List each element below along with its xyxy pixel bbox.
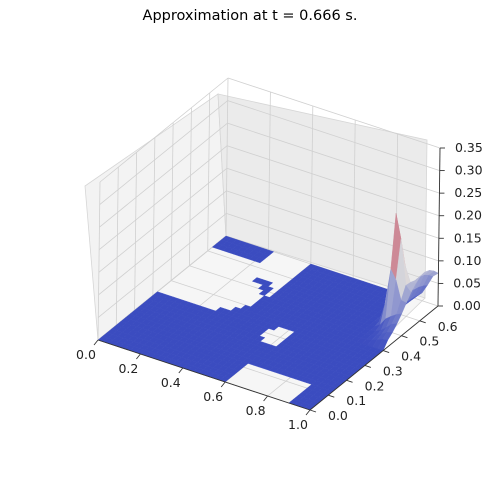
grid-line: [99, 100, 228, 205]
grid-line: [226, 167, 439, 239]
grid-line: [227, 100, 440, 171]
x-tick-label-mark: [305, 409, 311, 416]
y-tick-label: 0.3: [383, 363, 403, 378]
grid-line: [352, 119, 356, 279]
grid-line: [99, 122, 228, 228]
grid-line: [134, 152, 137, 311]
x-tick-label-mark: [263, 395, 268, 402]
grid-line: [152, 137, 156, 296]
grid-line: [170, 122, 174, 281]
y-axis-line: [309, 305, 439, 411]
x-tick-label-mark: [220, 381, 226, 388]
x-tick-label-mark: [178, 367, 184, 374]
grid-line: [98, 190, 227, 296]
x-axis-line: [97, 339, 311, 411]
x-tick-label: 0.6: [203, 389, 223, 404]
surface-cell: [254, 257, 265, 264]
z-tick-label: 0.15: [454, 230, 482, 245]
x-tick-label: 0.2: [118, 361, 138, 376]
y-tick-label-mark: [309, 409, 317, 413]
y-tick-label-mark: [346, 379, 353, 383]
y-tick-label: 0.1: [346, 393, 366, 408]
y-tick-label-mark: [401, 335, 408, 339]
grid-line: [268, 91, 271, 251]
y-tick-label: 0.5: [419, 334, 439, 349]
grid-line: [227, 77, 441, 149]
chart-title: Approximation at t = 0.666 s.: [142, 8, 358, 24]
grid-line: [115, 167, 119, 326]
x-tick-label-mark: [136, 353, 141, 360]
z-tick-label: 0.30: [455, 163, 483, 178]
z-axis-line: [437, 147, 441, 307]
grid-line: [98, 213, 227, 318]
y-tick-label: 0.0: [328, 408, 348, 423]
surface-cell: [258, 289, 270, 296]
axes: [97, 147, 441, 411]
grid-line: [98, 167, 228, 273]
z-tick-label: 0.10: [454, 253, 482, 268]
x-tick-label: 0.8: [246, 403, 266, 418]
z-tick-label: 0.20: [454, 208, 482, 223]
x-tick-label: 0.4: [161, 375, 181, 390]
grid-line: [98, 145, 228, 251]
y-tick-label: 0.4: [401, 349, 421, 364]
y-tick-label: 0.2: [365, 378, 385, 393]
grid-line: [99, 77, 229, 183]
grid-line: [189, 107, 192, 266]
grid-line: [310, 105, 314, 265]
y-tick-label-mark: [364, 365, 371, 368]
z-tick-label: 0.35: [455, 140, 483, 155]
grid-line: [225, 77, 229, 237]
z-tick-label: 0.25: [454, 185, 482, 200]
surface-plot: [97, 213, 439, 411]
tick-labels: 0.00.20.40.60.81.00.00.10.20.30.40.50.60…: [76, 140, 483, 432]
grid-line: [227, 122, 440, 194]
grid-line: [226, 190, 439, 262]
grid-line: [97, 181, 101, 341]
z-tick-label: 0.05: [453, 275, 481, 290]
z-tick-label: 0.00: [453, 298, 481, 313]
y-tick-label-mark: [419, 320, 426, 324]
y-tick-label-mark: [328, 394, 335, 398]
y-tick-label-mark: [383, 350, 390, 353]
grid-line: [207, 92, 211, 251]
x-tick-label-mark: [93, 339, 99, 346]
x-tick-label: 1.0: [288, 417, 308, 432]
grid-line: [227, 145, 440, 217]
x-tick-label: 0.0: [76, 347, 96, 362]
y-tick-label: 0.6: [438, 319, 458, 334]
